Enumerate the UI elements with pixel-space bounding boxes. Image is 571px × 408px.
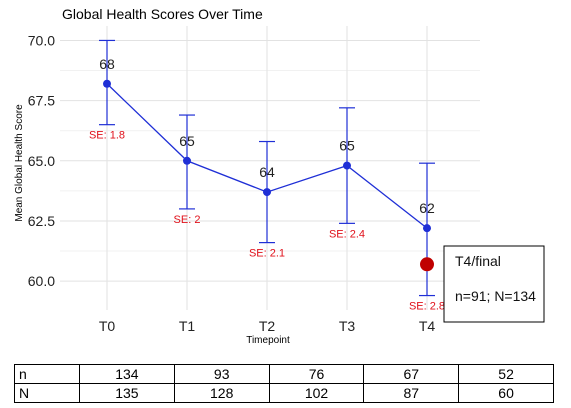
data-point [183,156,191,165]
count-table: n 134 93 76 67 52 N 135 128 102 87 60 [14,364,554,403]
data-point [343,161,351,170]
value-label: 68 [99,56,115,72]
se-label: SE: 1.8 [89,130,125,142]
se-label: SE: 2 [174,214,201,226]
y-axis-ticks: 60.0 62.5 65.0 67.5 70.0 [28,32,55,289]
table-row: N 135 128 102 87 60 [14,383,554,403]
data-point [263,188,271,197]
table-row: n 134 93 76 67 52 [14,364,554,384]
chart-title: Global Health Scores Over Time [62,6,263,22]
table-cell: 102 [268,383,365,403]
se-label: SE: 2.1 [249,248,285,260]
callout-box [443,245,545,323]
table-cell: 128 [173,383,270,403]
table-cell: 87 [363,383,460,403]
table-cell: 67 [363,364,460,384]
chart: Global Health Scores Over Time Mean Glob… [14,6,545,346]
value-label: 65 [339,138,355,154]
value-label: 65 [179,133,195,149]
table-cell: 93 [173,364,270,384]
table-cell: 76 [268,364,365,384]
value-label: 64 [259,164,275,180]
x-tick-label: T4 [419,318,436,334]
row-label: N [14,383,80,403]
y-tick-label: 60.0 [28,273,55,289]
callout-line-1: T4/final [455,253,501,269]
highlight-point [420,257,434,272]
x-axis-label: Timepoint [246,335,290,346]
value-label: 62 [419,200,435,216]
x-axis-ticks: T0 T1 T2 T3 T4 [99,318,436,334]
se-label: SE: 2.8 [409,301,445,313]
x-tick-label: T2 [259,318,276,334]
row-label: n [14,364,80,384]
table-cell: 134 [79,364,175,384]
x-tick-label: T1 [179,318,196,334]
callout-line-2: n=91; N=134 [455,288,536,304]
x-tick-label: T0 [99,318,116,334]
y-tick-label: 65.0 [28,153,55,169]
se-label: SE: 2.4 [329,228,365,240]
data-point [103,79,111,88]
callout: T4/final n=91; N=134 [443,245,545,323]
y-tick-label: 70.0 [28,32,55,48]
table-cell: 52 [458,364,554,384]
series: 68 SE: 1.8 65 SE: 2 64 SE: 2.1 65 SE: 2.4 62 SE: … [89,39,445,313]
y-tick-label: 62.5 [28,213,55,229]
x-tick-label: T3 [339,318,356,334]
data-point [423,224,431,233]
y-tick-label: 67.5 [28,93,55,109]
table-cell: 135 [79,383,175,403]
y-axis-label: Mean Global Health Score [14,104,25,222]
table-cell: 60 [458,383,554,403]
